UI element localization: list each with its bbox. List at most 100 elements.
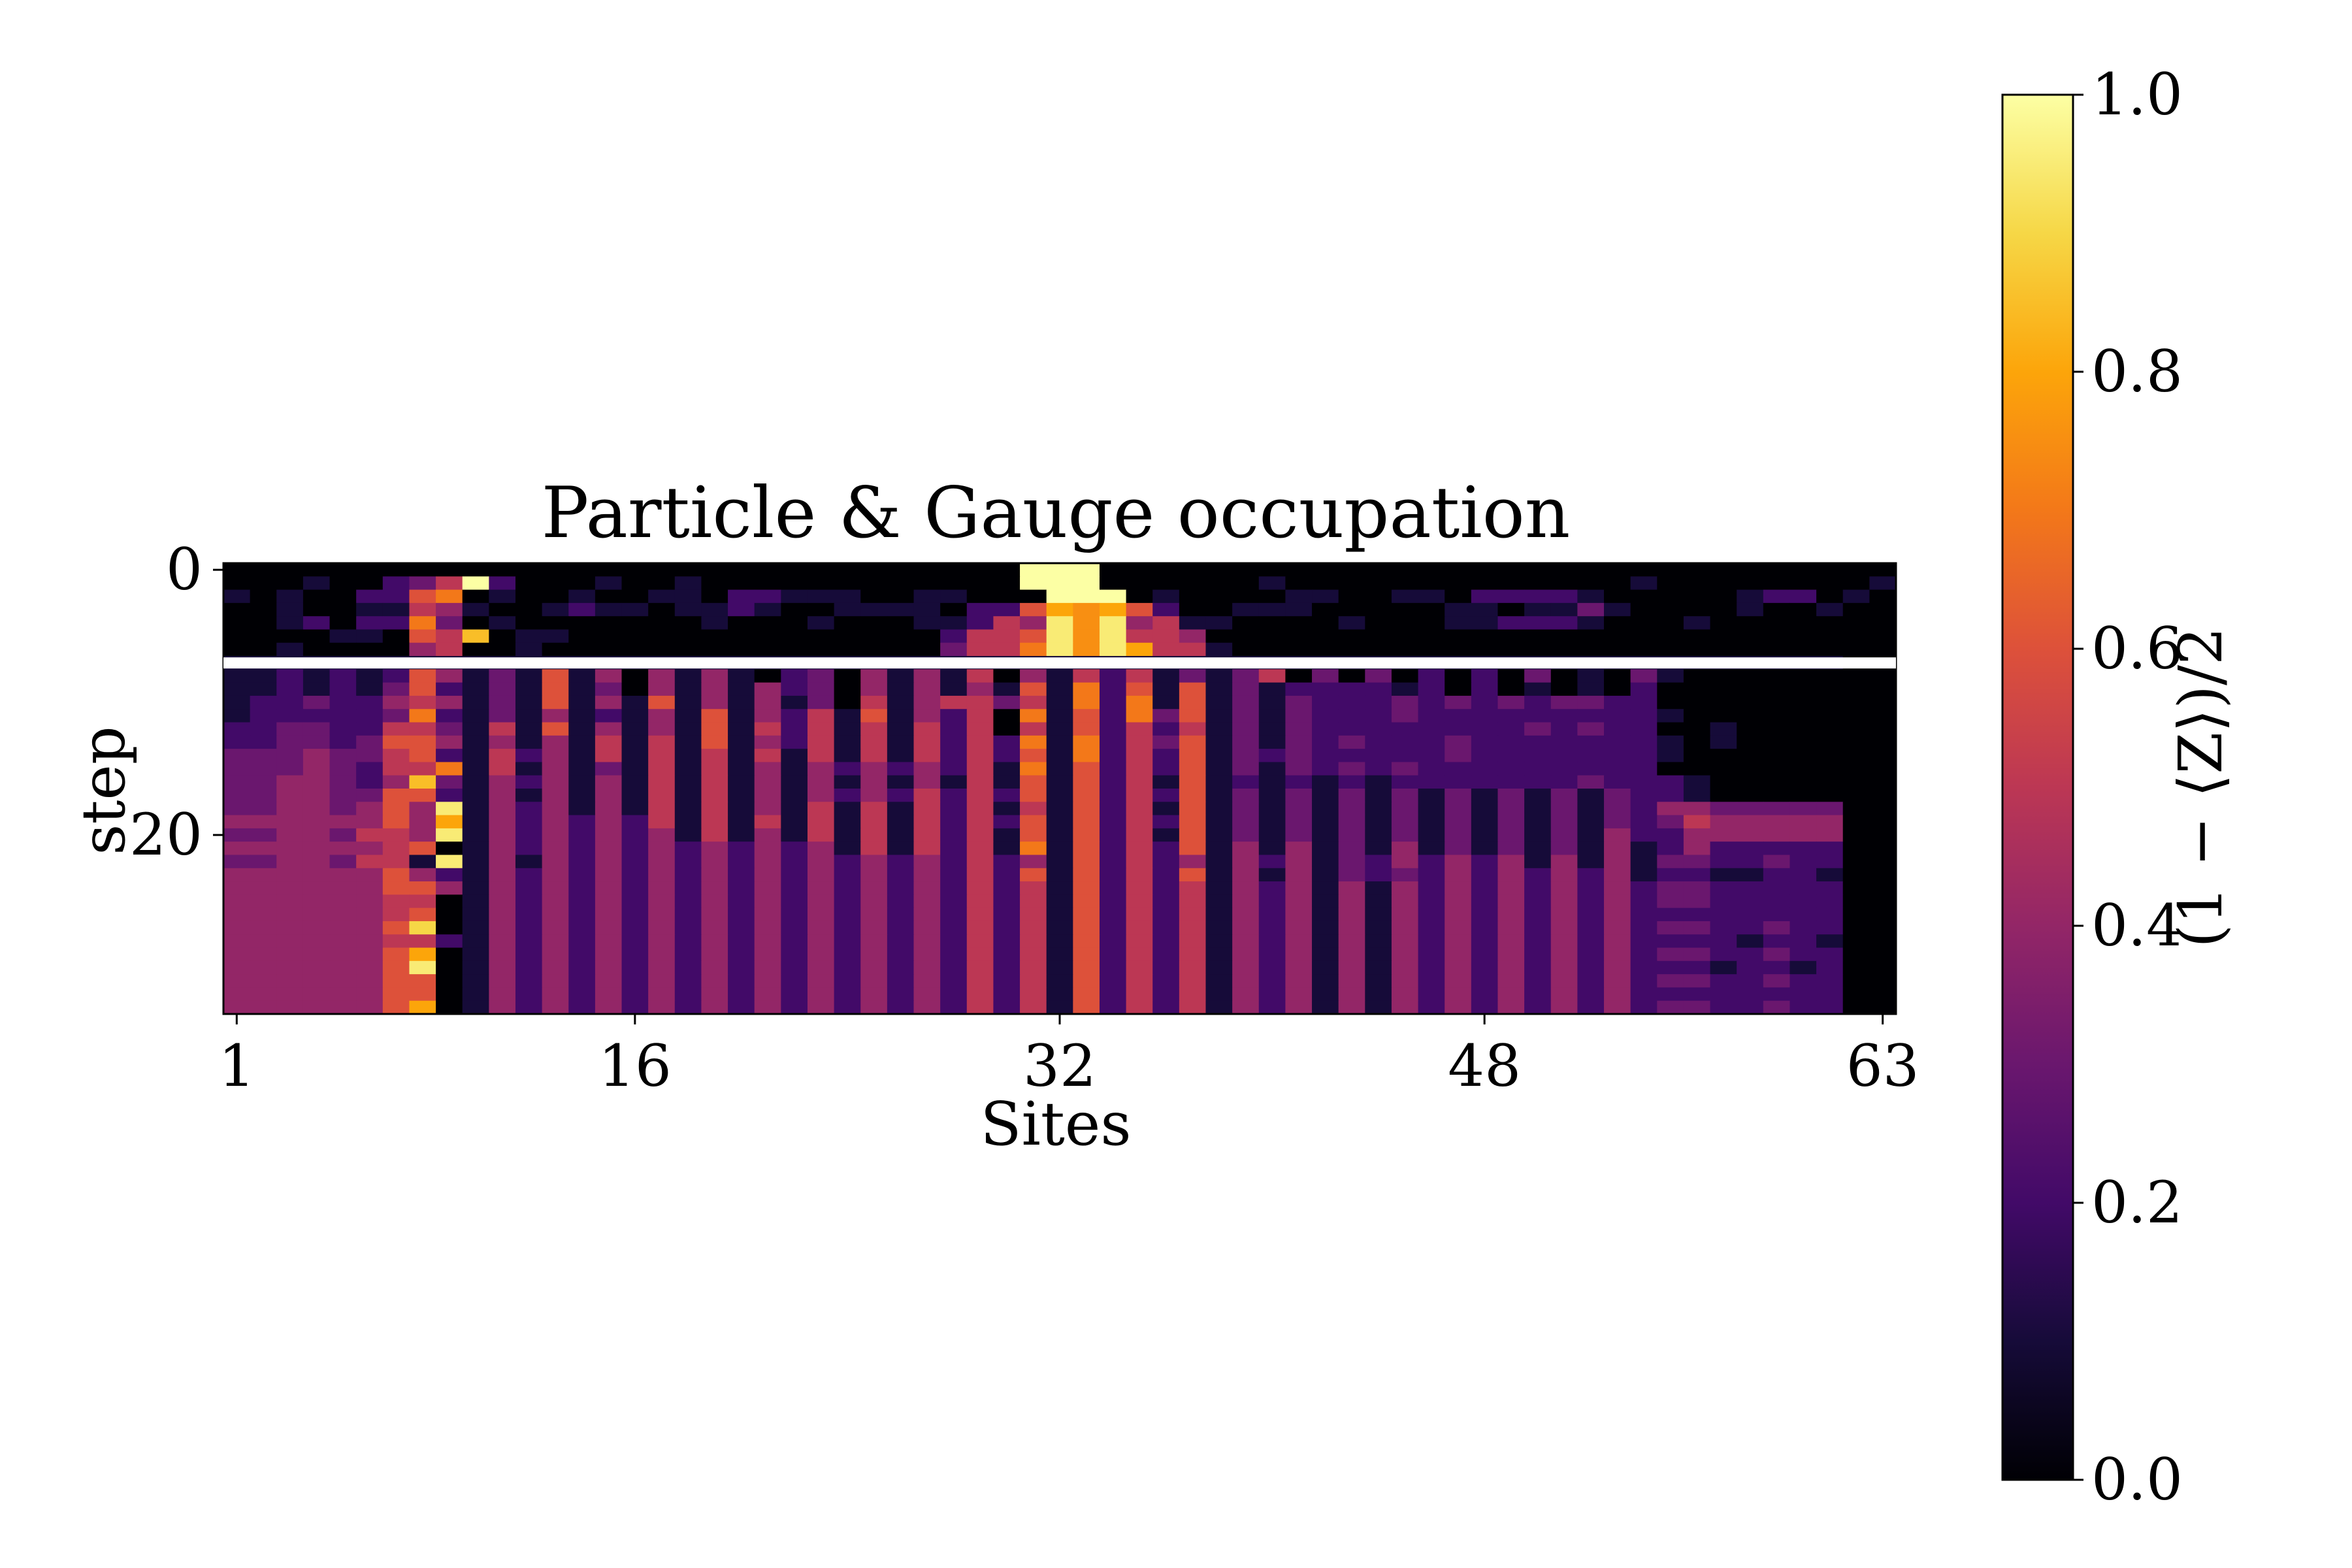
heatmap-cell <box>436 682 463 696</box>
heatmap-cell <box>1737 629 1764 644</box>
heatmap-cell <box>223 828 251 842</box>
heatmap-cell <box>1604 775 1631 789</box>
heatmap-cell <box>1126 602 1153 617</box>
heatmap-cell <box>1099 602 1127 617</box>
heatmap-cell <box>1577 749 1605 763</box>
heatmap-cell <box>568 589 596 604</box>
heatmap-cell <box>462 907 489 922</box>
heatmap-cell <box>1445 881 1472 895</box>
heatmap-cell <box>1869 602 1897 617</box>
heatmap-cell <box>781 868 808 882</box>
heatmap-cell <box>807 974 835 988</box>
heatmap-cell <box>966 894 994 909</box>
heatmap-cell <box>1657 682 1684 696</box>
heatmap-cell <box>302 722 331 736</box>
heatmap-cell <box>462 828 489 842</box>
heatmap-cell <box>302 987 331 1002</box>
heatmap-cell <box>1524 921 1552 935</box>
heatmap-cell <box>860 735 888 749</box>
heatmap-cell <box>1683 987 1711 1002</box>
heatmap-cell <box>887 907 915 922</box>
heatmap-cell <box>1152 616 1180 630</box>
heatmap-cell <box>754 629 781 644</box>
heatmap-cell <box>1657 616 1684 630</box>
heatmap-cell <box>1842 589 1870 604</box>
heatmap-cell <box>1710 881 1737 895</box>
heatmap-cell <box>356 855 384 869</box>
heatmap-cell <box>754 695 781 710</box>
heatmap-cell <box>966 682 994 696</box>
heatmap-cell <box>1258 974 1286 988</box>
heatmap-cell <box>1232 894 1260 909</box>
heatmap-cell <box>728 802 755 816</box>
heatmap-cell <box>1020 841 1047 856</box>
heatmap-cell <box>1683 616 1711 630</box>
heatmap-cell <box>1126 974 1153 988</box>
heatmap-cell <box>250 576 277 591</box>
heatmap-cell <box>1205 934 1233 949</box>
colorbar-label: (1 − ⟨Z⟩)/2 <box>2166 627 2236 947</box>
heatmap-cell <box>1312 868 1339 882</box>
heatmap-cell <box>1391 722 1419 736</box>
heatmap-cell <box>329 947 357 962</box>
heatmap-cell <box>1152 828 1180 842</box>
heatmap-cell <box>1524 775 1552 789</box>
heatmap-cell <box>1869 669 1897 683</box>
heatmap-cell <box>1126 881 1153 895</box>
heatmap-cell <box>302 868 331 882</box>
heatmap-cell <box>701 881 728 895</box>
heatmap-cell <box>1152 802 1180 816</box>
heatmap-cell <box>1020 735 1047 749</box>
heatmap-cell <box>1285 669 1313 683</box>
heatmap-cells <box>223 563 1897 1015</box>
heatmap-cell <box>834 947 861 962</box>
heatmap-cell <box>356 775 384 789</box>
heatmap-cell <box>1842 907 1870 922</box>
heatmap-cell <box>1869 815 1897 829</box>
heatmap-cell <box>382 947 410 962</box>
heatmap-cell <box>621 682 649 696</box>
heatmap-cell <box>1657 789 1684 802</box>
heatmap-cell <box>1312 934 1339 949</box>
heatmap-cell <box>382 868 410 882</box>
heatmap-cell <box>1577 709 1605 723</box>
heatmap-cell <box>1816 828 1844 842</box>
heatmap-cell <box>1020 802 1047 816</box>
heatmap-cell <box>515 921 543 935</box>
heatmap-cell <box>1524 881 1552 895</box>
heatmap-cell <box>462 987 489 1002</box>
heatmap-cell <box>728 881 755 895</box>
heatmap-cell <box>1869 722 1897 736</box>
heatmap-cell <box>302 709 331 723</box>
heatmap-cell <box>1710 1000 1737 1015</box>
heatmap-cell <box>940 709 968 723</box>
heatmap-cell <box>1365 987 1392 1002</box>
heatmap-cell <box>1842 602 1870 617</box>
heatmap-cell <box>489 868 516 882</box>
heatmap-cell <box>1789 735 1817 749</box>
heatmap-cell <box>887 749 915 763</box>
heatmap-cell <box>1816 802 1844 816</box>
heatmap-cell <box>1152 576 1180 591</box>
heatmap-cell <box>276 868 304 882</box>
heatmap-cell <box>781 629 808 644</box>
heatmap-cell <box>1763 894 1791 909</box>
heatmap-cell <box>1312 616 1339 630</box>
heatmap-cell <box>993 921 1021 935</box>
heatmap-cell <box>1445 855 1472 869</box>
x-tick-label: 1 <box>218 1032 255 1100</box>
heatmap-cell <box>542 855 569 869</box>
heatmap-cell <box>436 669 463 683</box>
heatmap-cell <box>1312 629 1339 644</box>
heatmap-cell <box>1816 815 1844 829</box>
heatmap-cell <box>1657 749 1684 763</box>
heatmap-cell <box>515 589 543 604</box>
heatmap-cell <box>913 563 941 577</box>
heatmap-cell <box>223 749 251 763</box>
heatmap-cell <box>1073 789 1100 802</box>
heatmap-cell <box>1046 987 1073 1002</box>
heatmap-cell <box>250 881 277 895</box>
heatmap-cell <box>807 749 835 763</box>
heatmap-cell <box>1816 987 1844 1002</box>
heatmap-cell <box>1418 881 1445 895</box>
